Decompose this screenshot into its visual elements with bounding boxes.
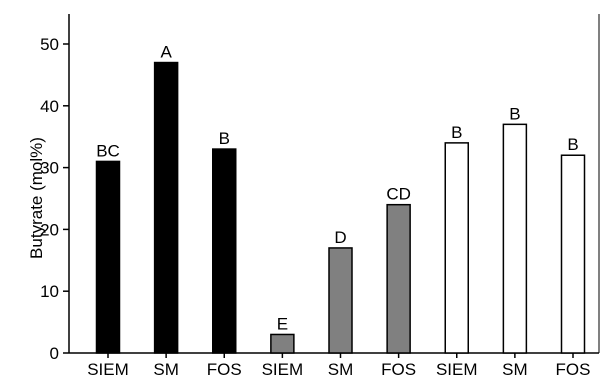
bar: [212, 148, 237, 354]
y-tick-label: 0: [50, 344, 59, 363]
bar: [560, 154, 586, 354]
x-category-label: SM: [153, 360, 179, 379]
y-tick-label: 40: [40, 97, 59, 116]
bar: [444, 142, 469, 354]
bar: [328, 247, 353, 354]
bar: [95, 160, 121, 354]
x-category-label: FOS: [381, 360, 416, 379]
bar: [386, 203, 411, 354]
bar: [502, 123, 528, 354]
x-category-label: SM: [328, 360, 354, 379]
bar-significance-label: BC: [96, 141, 120, 160]
bar-significance-label: CD: [386, 185, 411, 204]
bar: [153, 61, 179, 354]
y-tick-label: 20: [40, 220, 59, 239]
bar-significance-label: B: [567, 135, 578, 154]
y-axis-label: Butyrate (mol%): [27, 137, 46, 259]
x-category-label: SIEM: [436, 360, 478, 379]
bar-significance-label: E: [277, 314, 288, 333]
x-category-label: FOS: [207, 360, 242, 379]
x-category-label: SM: [502, 360, 528, 379]
y-tick-label: 30: [40, 159, 59, 178]
y-tick-label: 50: [40, 35, 59, 54]
bar: [270, 333, 295, 354]
bar-significance-label: B: [509, 104, 520, 123]
bar-significance-label: D: [334, 228, 346, 247]
x-category-label: SIEM: [87, 360, 129, 379]
bar-significance-label: B: [219, 129, 230, 148]
bar-significance-label: B: [451, 123, 462, 142]
x-category-label: SIEM: [262, 360, 304, 379]
x-category-label: FOS: [556, 360, 591, 379]
bar-significance-label: A: [160, 43, 172, 62]
y-tick-label: 10: [40, 282, 59, 301]
